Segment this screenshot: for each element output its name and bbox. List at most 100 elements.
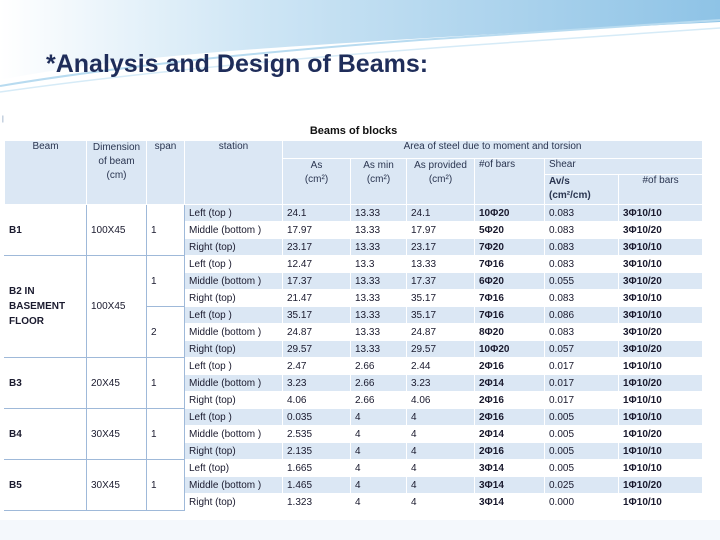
cell-shear-bars: 1Φ10/10 <box>617 459 704 477</box>
header-avs: Av/s (cm²/cm) <box>544 174 619 205</box>
cell-shear-bars: 3Φ10/20 <box>617 221 704 239</box>
cell-dimension: 20X45 <box>86 357 147 409</box>
cell-as-provided: 4 <box>406 459 475 477</box>
cell-station: Middle (bottom ) <box>184 272 283 290</box>
cell-as-provided: 17.37 <box>406 272 475 290</box>
cell-as-provided: 4 <box>406 493 475 511</box>
cell-bars: 2Φ16 <box>474 391 545 409</box>
cell-bars: 3Φ14 <box>474 476 545 494</box>
header-wave-decoration <box>0 0 720 93</box>
cell-as-min: 4 <box>350 493 407 511</box>
header-row-2: As (cm²) As min (cm²) As provided (cm²) … <box>5 158 704 205</box>
cell-as: 17.37 <box>282 272 351 290</box>
cell-station: Middle (bottom ) <box>184 476 283 494</box>
cell-shear-bars: 3Φ10/10 <box>617 238 704 256</box>
cell-as-provided: 23.17 <box>406 238 475 256</box>
cell-span: 1 <box>146 357 185 409</box>
cell-shear-bars: 3Φ10/10 <box>617 255 704 273</box>
cell-span: 1 <box>146 459 185 511</box>
cell-as-min: 13.33 <box>350 289 407 307</box>
cell-as-provided: 4 <box>406 476 475 494</box>
cell-as: 1.465 <box>282 476 351 494</box>
cell-bars: 6Φ20 <box>474 272 545 290</box>
slide-marker-icon: | <box>2 116 4 123</box>
header-as-provided-label: As provided <box>414 160 467 171</box>
table-row: Right (top) 1.323 4 4 3Φ14 0.000 1Φ10/10 <box>5 493 704 511</box>
cell-station: Left (top ) <box>184 255 283 273</box>
cell-as-provided: 3.23 <box>406 374 475 392</box>
cell-span: 1 <box>146 204 185 256</box>
cell-avs: 0.083 <box>544 255 619 273</box>
header-as-provided-unit: (cm²) <box>428 174 453 185</box>
cell-dimension: 100X45 <box>86 204 147 256</box>
cell-avs: 0.083 <box>544 323 619 341</box>
cell-beam: B4 <box>4 408 87 460</box>
cell-as: 1.665 <box>282 459 351 477</box>
cell-as-provided: 29.57 <box>406 340 475 358</box>
cell-station: Left (top ) <box>184 357 283 375</box>
table-row: B3 20X45 1 Left (top ) 2.47 2.66 2.44 2Φ16 0.017… <box>4 357 704 409</box>
header-as-min-label: As min <box>363 160 394 171</box>
cell-span: 2 <box>146 306 185 358</box>
cell-shear-bars: 1Φ10/10 <box>617 357 704 375</box>
cell-as: 17.97 <box>282 221 351 239</box>
table-row: Middle (bottom ) 1.465 4 4 3Φ14 0.025 1Φ10/20 <box>5 476 704 494</box>
header-as-unit: (cm²) <box>304 174 329 185</box>
cell-avs: 0.025 <box>544 476 619 494</box>
cell-station: Left (top ) <box>184 306 283 324</box>
cell-shear-bars: 1Φ10/10 <box>617 493 704 511</box>
cell-as: 24.87 <box>282 323 351 341</box>
cell-beam: B1 <box>4 204 87 256</box>
cell-shear-bars: 3Φ10/10 <box>617 289 704 307</box>
cell-bars: 2Φ14 <box>474 374 545 392</box>
cell-as-min: 4 <box>350 442 407 460</box>
cell-as: 4.06 <box>282 391 351 409</box>
cell-shear-bars: 1Φ10/10 <box>617 408 704 426</box>
cell-bars: 10Φ20 <box>474 204 545 222</box>
cell-avs: 0.086 <box>544 306 619 324</box>
cell-as: 23.17 <box>282 238 351 256</box>
table-caption: Beams of blocks <box>4 122 703 141</box>
table-row: B4 30X45 1 Left (top ) 0.035 4 4 2Φ16 0.005 1Φ10/… <box>4 408 704 460</box>
cell-station: Left (top ) <box>184 204 283 222</box>
header-row-3: Av/s (cm²/cm) #of bars <box>5 174 704 205</box>
header-avs-unit: (cm²/cm) <box>549 190 591 201</box>
cell-station: Left (top ) <box>184 408 283 426</box>
header-area-group: Area of steel due to moment and torsion <box>281 140 704 159</box>
cell-avs: 0.005 <box>544 442 619 460</box>
cell-as: 12.47 <box>282 255 351 273</box>
cell-as: 24.1 <box>282 204 351 222</box>
cell-as-provided: 4 <box>406 425 475 443</box>
cell-shear-bars: 3Φ10/20 <box>617 272 704 290</box>
cell-station: Right (top) <box>184 340 283 358</box>
cell-dimension: 30X45 <box>86 408 147 460</box>
cell-station: Right (top) <box>184 289 283 307</box>
slide-title: *Analysis and Design of Beams: <box>46 50 429 78</box>
cell-shear-bars: 1Φ10/10 <box>617 391 704 409</box>
cell-as-min: 13.33 <box>350 323 407 341</box>
cell-as: 35.17 <box>282 306 351 324</box>
cell-as-min: 13.33 <box>350 272 407 290</box>
cell-as-min: 2.66 <box>350 374 407 392</box>
table-row: B5 30X45 1 Left (top) 1.665 4 4 3Φ14 0.005 1Φ10/1… <box>4 459 704 511</box>
header-span: span <box>146 140 185 205</box>
cell-station: Middle (bottom ) <box>184 425 283 443</box>
cell-station: Middle (bottom ) <box>184 323 283 341</box>
cell-as-min: 13.33 <box>350 340 407 358</box>
cell-avs: 0.083 <box>544 221 619 239</box>
cell-as-min: 13.33 <box>350 306 407 324</box>
cell-as-min: 4 <box>350 425 407 443</box>
cell-shear-bars: 3Φ10/20 <box>617 323 704 341</box>
cell-shear-bars: 1Φ10/10 <box>617 442 704 460</box>
cell-as: 21.47 <box>282 289 351 307</box>
cell-as-provided: 17.97 <box>406 221 475 239</box>
cell-as: 2.535 <box>282 425 351 443</box>
cell-as-provided: 2.44 <box>406 357 475 375</box>
cell-bars: 5Φ20 <box>474 221 545 239</box>
cell-avs: 0.000 <box>544 493 619 511</box>
cell-avs: 0.083 <box>544 289 619 307</box>
cell-avs: 0.083 <box>544 204 619 222</box>
cell-shear-bars: 3Φ10/10 <box>617 306 704 324</box>
cell-as-provided: 24.87 <box>406 323 475 341</box>
cell-avs: 0.057 <box>544 340 619 358</box>
